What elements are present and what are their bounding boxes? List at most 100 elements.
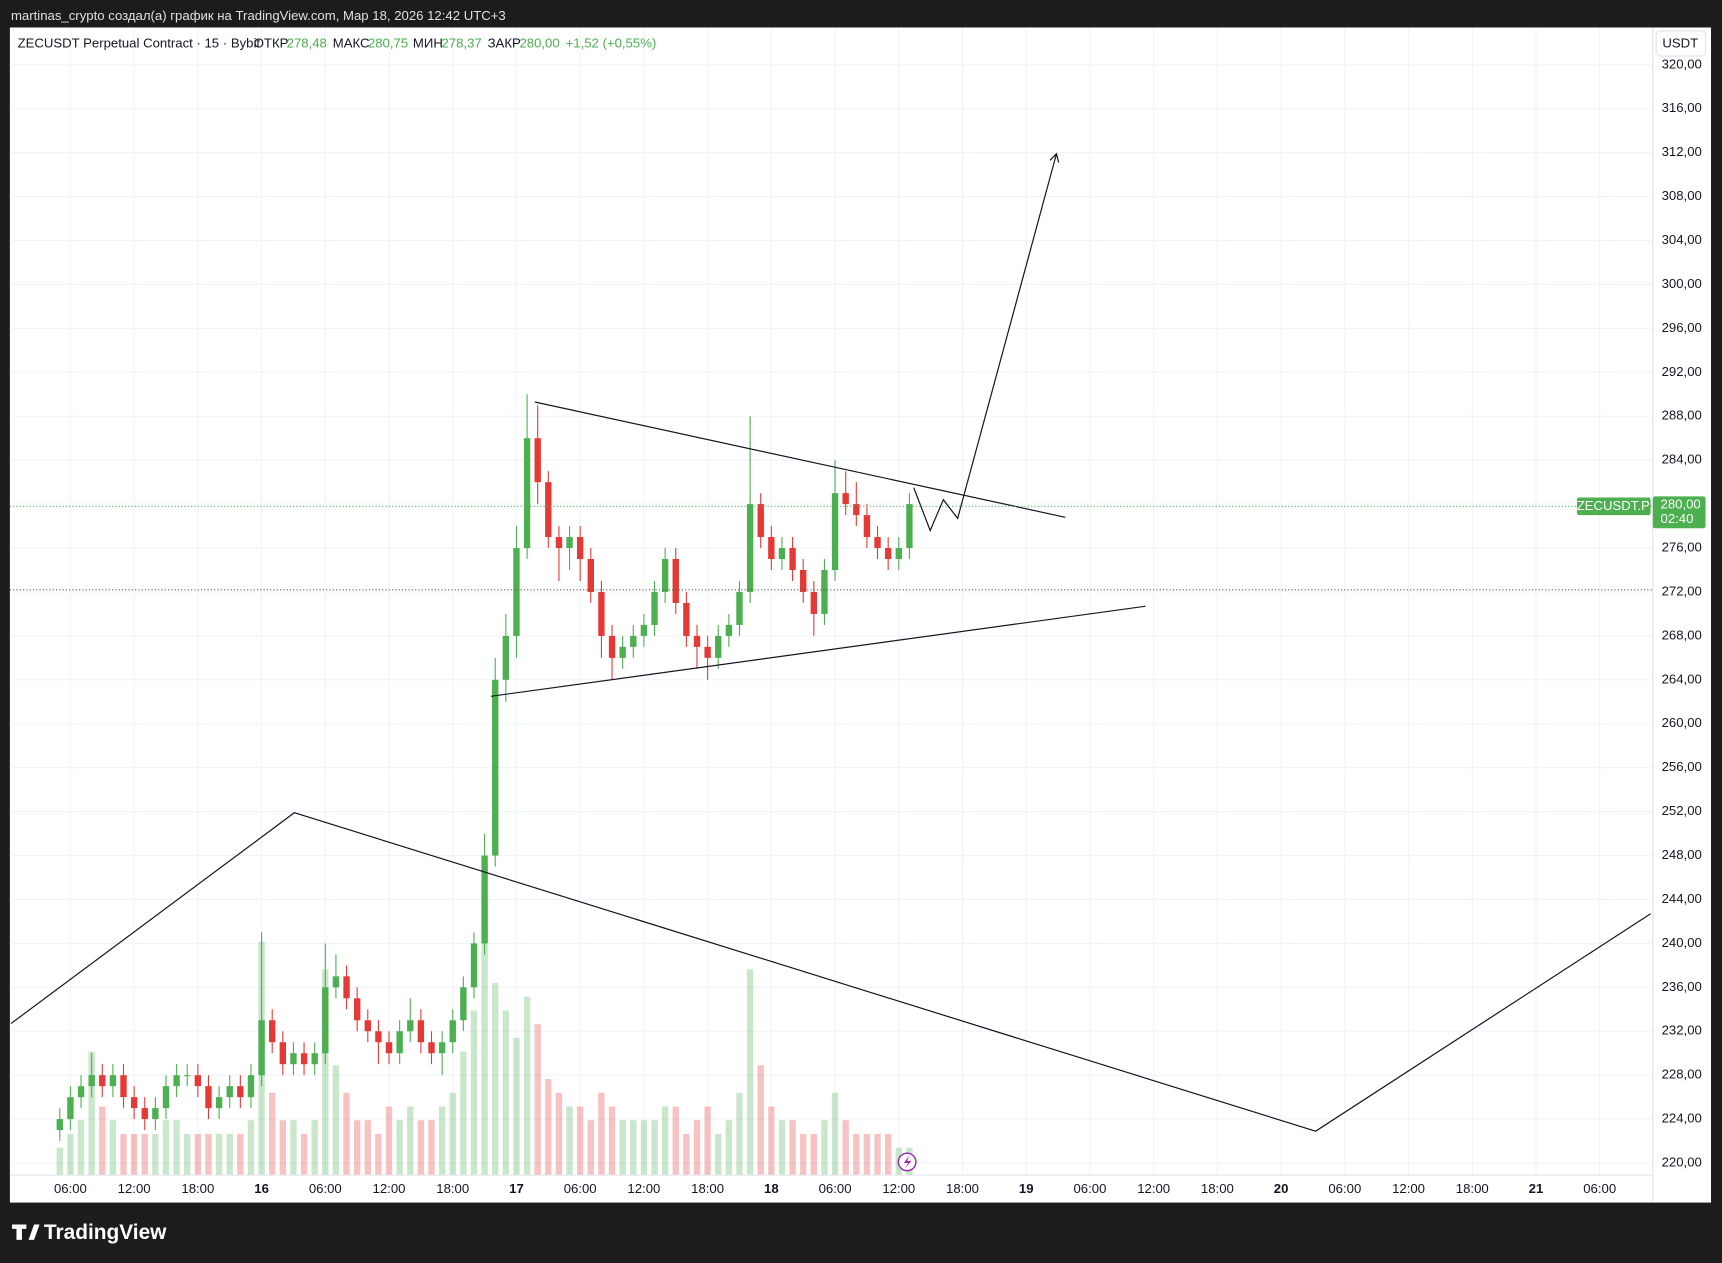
candle-body bbox=[513, 548, 520, 636]
volume-bar bbox=[56, 1147, 63, 1176]
y-tick-label: 244,00 bbox=[1662, 891, 1702, 906]
candle-body bbox=[768, 537, 775, 560]
y-tick-label: 224,00 bbox=[1662, 1111, 1702, 1126]
volume-bar bbox=[640, 1120, 648, 1176]
volume-bar bbox=[152, 1133, 159, 1176]
volume-bar bbox=[534, 1024, 541, 1176]
volume-bar bbox=[513, 1037, 520, 1176]
candle-body bbox=[736, 591, 743, 625]
candle-body bbox=[311, 1053, 318, 1065]
candle-body bbox=[417, 1020, 425, 1043]
volume-bar bbox=[417, 1120, 425, 1176]
volume-bar bbox=[598, 1092, 605, 1176]
y-tick-label: 312,00 bbox=[1662, 144, 1702, 159]
candle-body bbox=[821, 570, 828, 614]
volume-bar bbox=[545, 1079, 552, 1176]
candle-body bbox=[576, 537, 584, 560]
candle-body bbox=[449, 1020, 456, 1043]
y-tick-label: 308,00 bbox=[1662, 188, 1702, 203]
volume-bar bbox=[396, 1120, 403, 1176]
candle-body bbox=[630, 635, 637, 647]
candle-body bbox=[385, 1042, 393, 1054]
candle-body bbox=[789, 548, 796, 570]
y-tick-label: 228,00 bbox=[1662, 1067, 1702, 1082]
volume-bar bbox=[460, 1051, 467, 1176]
candle-body bbox=[895, 548, 902, 560]
candle-body bbox=[56, 1119, 63, 1131]
candle-body bbox=[290, 1053, 297, 1065]
candle-body bbox=[162, 1086, 170, 1109]
y-tick-label: 240,00 bbox=[1662, 935, 1702, 950]
candle-body bbox=[810, 591, 818, 614]
volume-bar bbox=[672, 1106, 679, 1176]
alert-bolt bbox=[903, 1155, 912, 1169]
candle-body bbox=[322, 987, 329, 1054]
volume-bar bbox=[863, 1133, 871, 1176]
legend-low: 278,37 bbox=[441, 35, 481, 50]
y-tick-label: 248,00 bbox=[1662, 847, 1702, 862]
candle-body bbox=[343, 976, 350, 999]
volume-bar bbox=[438, 1106, 446, 1176]
x-tick-label: 18:00 bbox=[181, 1181, 214, 1196]
legend-high: 280,75 bbox=[368, 35, 408, 50]
y-tick-label: 256,00 bbox=[1662, 759, 1702, 774]
volume-bar bbox=[141, 1133, 148, 1176]
x-tick-label: 12:00 bbox=[882, 1181, 915, 1196]
candle-body bbox=[109, 1075, 117, 1087]
candle-body bbox=[279, 1042, 287, 1065]
y-tick-label: 320,00 bbox=[1662, 56, 1702, 71]
volume-bar bbox=[311, 1120, 318, 1176]
candle-body bbox=[725, 624, 733, 636]
x-tick-label: 12:00 bbox=[373, 1181, 406, 1196]
zigzag-drawing bbox=[10, 812, 1651, 1132]
candle-body bbox=[215, 1097, 223, 1109]
x-tick-label: 12:00 bbox=[627, 1181, 660, 1196]
volume-bar bbox=[821, 1120, 828, 1176]
x-tick-label: 06:00 bbox=[54, 1181, 87, 1196]
y-tick-label: 264,00 bbox=[1662, 671, 1702, 686]
legend-symbol: ZECUSDT Perpetual Contract · 15 · Bybit bbox=[18, 35, 261, 50]
volume-bar bbox=[279, 1120, 287, 1176]
candle-body bbox=[502, 635, 510, 680]
candle-body bbox=[481, 855, 488, 944]
volume-bar bbox=[385, 1106, 393, 1176]
currency-button[interactable] bbox=[1655, 30, 1707, 57]
y-tick-label: 252,00 bbox=[1662, 803, 1702, 818]
volume-bar bbox=[194, 1133, 202, 1176]
y-tick-label: 236,00 bbox=[1662, 979, 1702, 994]
candle-body bbox=[173, 1075, 180, 1087]
candle-body bbox=[88, 1075, 95, 1087]
brand-name: TradingView bbox=[44, 1221, 167, 1244]
volume-bar bbox=[332, 1065, 340, 1176]
x-tick-label: 18:00 bbox=[1456, 1181, 1489, 1196]
candle-body bbox=[884, 548, 892, 560]
volume-bar bbox=[88, 1051, 95, 1176]
author-line: martinas_crypto создал(а) график на Trad… bbox=[11, 8, 506, 23]
grid bbox=[9, 27, 1653, 1176]
volume-bar bbox=[226, 1133, 233, 1176]
candle-body bbox=[438, 1042, 446, 1054]
candle-body bbox=[555, 537, 563, 549]
volume-bar bbox=[715, 1133, 722, 1176]
y-tick-label: 284,00 bbox=[1662, 452, 1702, 467]
volume-bar bbox=[492, 982, 499, 1176]
volume-bar bbox=[375, 1133, 382, 1176]
y-tick-label: 272,00 bbox=[1662, 583, 1702, 598]
x-tick-label: 19 bbox=[1019, 1181, 1034, 1196]
volume-bar bbox=[343, 1092, 350, 1176]
volume-bar bbox=[566, 1106, 573, 1176]
symbol-tag-text: ZECUSDT.P bbox=[1577, 498, 1650, 513]
y-tick-label: 292,00 bbox=[1662, 364, 1702, 379]
candle-body bbox=[237, 1086, 244, 1098]
volume-bar bbox=[789, 1120, 796, 1176]
volume-bar bbox=[173, 1120, 180, 1176]
candle-body bbox=[194, 1075, 202, 1087]
legend-close-label: ЗАКР bbox=[488, 35, 521, 50]
volume-bar bbox=[736, 1092, 743, 1176]
volume-bar bbox=[555, 1092, 563, 1176]
candle-body bbox=[247, 1075, 255, 1098]
volume-bar bbox=[364, 1120, 371, 1176]
candle-body bbox=[683, 602, 690, 636]
volume-bar bbox=[651, 1120, 658, 1176]
candle-body bbox=[77, 1086, 85, 1098]
